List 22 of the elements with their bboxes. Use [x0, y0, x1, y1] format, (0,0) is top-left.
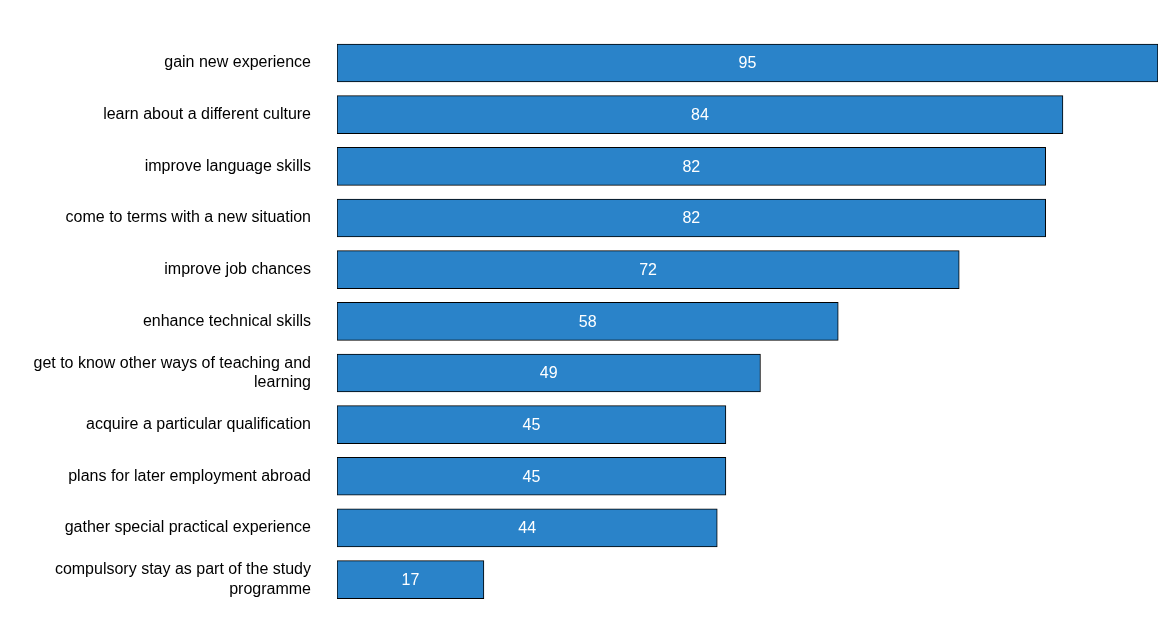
y-tick-label: gain new experience	[164, 53, 312, 71]
y-tick-label: learn about a different culture	[103, 105, 312, 123]
y-tick-label: gather special practical experience	[64, 518, 312, 536]
data-label: 17	[401, 570, 420, 588]
data-label: 82	[682, 157, 701, 175]
data-label: 72	[639, 261, 658, 279]
data-label: 49	[539, 364, 558, 382]
y-tick-label: improve job chances	[164, 260, 311, 278]
y-tick-label: come to terms with a new situation	[65, 208, 311, 226]
y-tick-label: plans for later employment abroad	[68, 466, 311, 484]
data-label: 95	[738, 54, 757, 72]
y-tick-label: improve language skills	[144, 156, 311, 174]
data-label: 44	[518, 519, 537, 537]
data-label: 82	[682, 209, 701, 227]
y-tick-label: acquire a particular qualification	[85, 415, 311, 433]
y-tick-label: get to know other ways of teaching and learning	[33, 353, 311, 390]
data-label: 84	[691, 106, 709, 124]
data-label: 45	[522, 416, 541, 434]
data-label: 45	[522, 467, 541, 485]
y-tick-label: compulsory stay as part of the study programme	[54, 560, 312, 597]
y-tick-label: enhance technical skills	[142, 311, 311, 329]
data-label: 58	[578, 312, 597, 330]
